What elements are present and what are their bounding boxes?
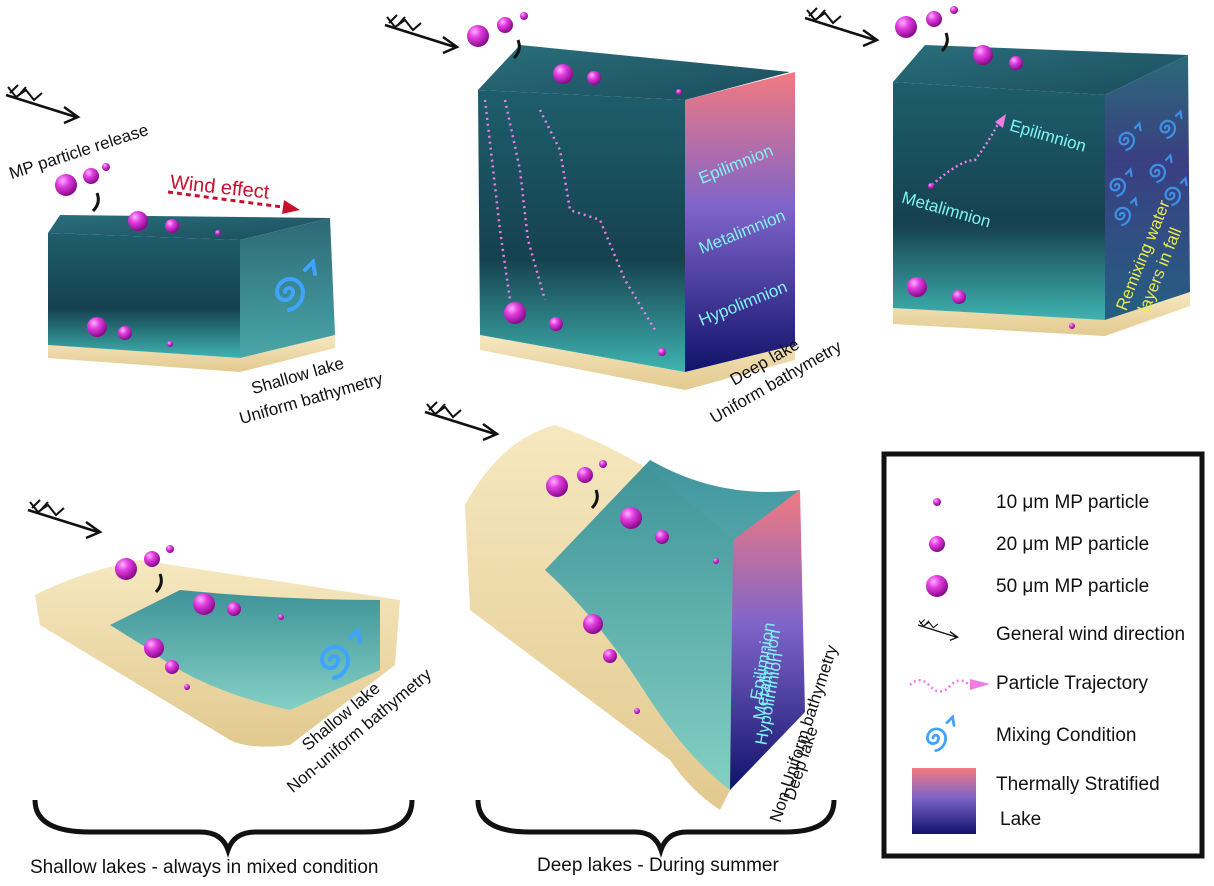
particle: [193, 593, 215, 615]
particle: [167, 341, 173, 347]
sand-base: [893, 292, 1190, 336]
particle: [215, 230, 221, 236]
particle: [166, 545, 174, 553]
water-top: [893, 45, 1188, 95]
particle: [973, 45, 993, 65]
sand-base: [480, 335, 795, 390]
drop-arrow: [91, 191, 100, 213]
particle: [620, 507, 642, 529]
particle: [895, 16, 917, 38]
water-top: [478, 45, 790, 100]
particle: [504, 302, 526, 324]
particle: [467, 25, 489, 47]
wind-label: Wind effect: [169, 171, 271, 203]
particle: [55, 174, 77, 196]
particle: [128, 211, 148, 231]
wind-arrow: [423, 400, 499, 442]
particle: [144, 638, 164, 658]
wind-arrow: [803, 6, 879, 48]
wind-arrow: [4, 83, 80, 125]
particle: [634, 708, 640, 714]
particle: [520, 12, 528, 20]
legend-particle: [933, 498, 941, 506]
water-body: [545, 460, 800, 790]
particle: [87, 317, 107, 337]
group-label: Deep lakes - During summer: [537, 855, 779, 876]
legend-label: General wind direction: [996, 624, 1185, 645]
legend-label: Mixing Condition: [996, 725, 1136, 746]
legend-label: Particle Trajectory: [996, 673, 1149, 694]
panel-remixing: Metalimnion Epilimnion Remixing water la…: [803, 6, 1190, 336]
particle: [497, 17, 513, 33]
particle: [658, 348, 666, 356]
panel-shallow-uniform: MP particle release Wind effect Shallow …: [4, 83, 385, 428]
legend-trajectory: [909, 679, 971, 693]
legend-label: 50 μm MP particle: [996, 576, 1149, 597]
panel-deep-uniform: Epilimnion Metalimnion Hypolimnion Deep …: [383, 12, 845, 427]
arrowhead: [995, 114, 1006, 128]
particle: [907, 277, 927, 297]
particle: [928, 183, 934, 189]
particle: [950, 6, 958, 14]
particle: [553, 64, 573, 84]
wind-effect-arrow: [167, 190, 291, 210]
legend: 10 μm MP particle 20 μm MP particle 50 μ…: [881, 451, 1205, 859]
legend-label: Lake: [1000, 809, 1041, 830]
particle: [165, 219, 179, 233]
water-body: [110, 590, 380, 710]
particle: [144, 551, 160, 567]
panel-deep-nonuniform: Epilimnion Metalimnion Hypolimnion Deep …: [423, 400, 841, 825]
particle: [184, 684, 190, 690]
legend-label: Thermally Stratified: [996, 774, 1160, 795]
particle: [118, 326, 132, 340]
legend-label: 10 μm MP particle: [996, 492, 1149, 513]
particle: [603, 649, 617, 663]
brace: [32, 799, 415, 858]
particle: [587, 71, 601, 85]
particle: [227, 602, 241, 616]
sand-base: [48, 335, 335, 372]
water-front: [48, 233, 240, 358]
particle: [599, 460, 607, 468]
particle: [926, 11, 942, 27]
particle: [83, 168, 99, 184]
legend-particle: [926, 575, 948, 597]
wind-arrow: [383, 13, 459, 55]
particle: [102, 163, 110, 171]
arrowhead: [970, 679, 990, 690]
arrowhead: [282, 200, 300, 214]
group-label: Shallow lakes - always in mixed conditio…: [30, 857, 379, 878]
particle: [1069, 323, 1075, 329]
particle: [577, 467, 593, 483]
water-top: [48, 215, 330, 240]
legend-label: 20 μm MP particle: [996, 534, 1149, 555]
particle: [278, 614, 284, 620]
particle: [952, 290, 966, 304]
panel-shallow-nonuniform: Shallow lake Non-uniform bathymetry: [26, 498, 436, 796]
stratified-side: [730, 490, 805, 790]
particle: [676, 89, 682, 95]
particle: [583, 614, 603, 634]
stratified-side: [685, 72, 795, 372]
particle: [713, 558, 719, 564]
release-label: MP particle release: [7, 120, 151, 183]
particle: [549, 317, 563, 331]
legend-particle: [929, 536, 945, 552]
particle: [115, 558, 137, 580]
water-front: [478, 90, 685, 372]
legend-stratified: [912, 768, 976, 834]
water-front: [893, 82, 1105, 320]
wind-arrow: [26, 498, 102, 540]
trajectories: [483, 99, 657, 331]
particle: [546, 475, 568, 497]
legend-box: [881, 451, 1205, 859]
particle: [1009, 56, 1023, 70]
particle: [655, 530, 669, 544]
brace: [475, 799, 837, 858]
trajectory: [931, 119, 1002, 186]
particle: [165, 660, 179, 674]
